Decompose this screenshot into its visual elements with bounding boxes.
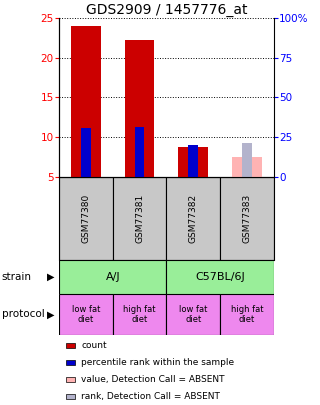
Bar	[166, 177, 220, 260]
Bar	[66, 377, 75, 382]
Text: GSM77380: GSM77380	[82, 194, 91, 243]
Text: GSM77381: GSM77381	[135, 194, 144, 243]
Bar	[166, 294, 220, 335]
Text: low fat
diet: low fat diet	[179, 305, 207, 324]
Bar	[66, 360, 75, 364]
Text: ▶: ▶	[47, 272, 54, 281]
Text: count: count	[81, 341, 107, 350]
Bar	[66, 343, 75, 347]
Bar	[220, 294, 274, 335]
Bar	[113, 294, 166, 335]
Bar	[113, 177, 166, 260]
Bar	[59, 260, 166, 294]
Bar	[135, 127, 144, 177]
Bar	[188, 145, 198, 177]
Bar	[166, 260, 274, 294]
Text: value, Detection Call = ABSENT: value, Detection Call = ABSENT	[81, 375, 225, 384]
Text: GSM77383: GSM77383	[242, 194, 251, 243]
Bar	[232, 157, 261, 177]
Text: GSM77382: GSM77382	[189, 194, 198, 243]
Bar	[66, 394, 75, 399]
Bar	[81, 128, 91, 177]
Bar	[71, 26, 101, 177]
Text: protocol: protocol	[2, 309, 44, 319]
Bar	[220, 177, 274, 260]
Bar	[125, 40, 154, 177]
Text: strain: strain	[2, 272, 32, 281]
Bar	[59, 294, 113, 335]
Text: ▶: ▶	[47, 309, 54, 319]
Bar	[59, 177, 113, 260]
Title: GDS2909 / 1457776_at: GDS2909 / 1457776_at	[86, 3, 247, 17]
Text: C57BL/6J: C57BL/6J	[195, 272, 245, 281]
Text: A/J: A/J	[106, 272, 120, 281]
Text: percentile rank within the sample: percentile rank within the sample	[81, 358, 234, 367]
Bar	[179, 147, 208, 177]
Text: high fat
diet: high fat diet	[230, 305, 263, 324]
Bar	[242, 143, 252, 177]
Text: high fat
diet: high fat diet	[123, 305, 156, 324]
Text: rank, Detection Call = ABSENT: rank, Detection Call = ABSENT	[81, 392, 220, 401]
Text: low fat
diet: low fat diet	[72, 305, 100, 324]
